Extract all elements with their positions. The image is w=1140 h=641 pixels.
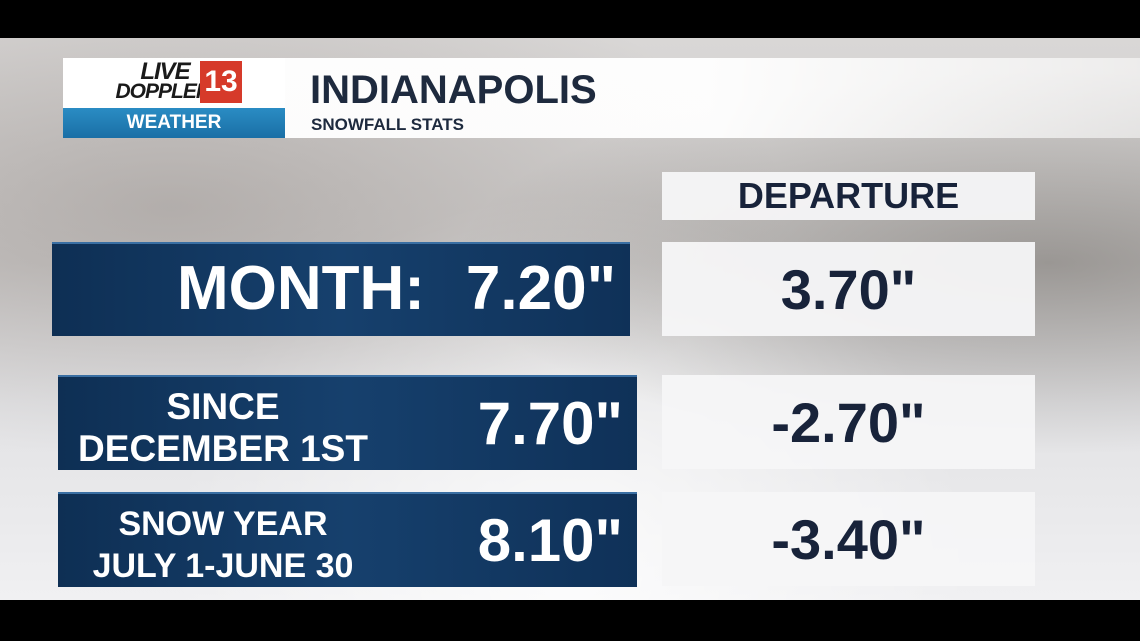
column-header: DEPARTURE [662,172,1035,220]
stat-value: 8.10" [477,507,623,574]
stat-label: MONTH: [177,254,425,323]
logo-live: LIVE [140,58,190,85]
subtitle: SNOWFALL STATS [311,115,464,134]
stat-value: 7.20" [465,254,616,323]
stat-label: JULY 1-JUNE 30 [92,547,354,585]
departure: 3.70" [662,242,1035,336]
stat-box: 7.20" MONTH: [52,242,630,336]
departure: -3.40" [662,492,1035,586]
logo-channel: 13 [200,61,242,103]
logo [63,58,285,108]
stat-box: SNOW YEAR JULY 1-JUNE 30 8.10" [58,492,637,587]
stat-label: SINCE [166,386,280,427]
logo-label: WEATHER [63,108,285,138]
title: INDIANAPOLIS [310,68,597,112]
departure: -2.70" [662,375,1035,469]
stat-label: DECEMBER 1ST [78,428,368,469]
logo-doppler: DOPPLER [115,80,211,103]
stat-value: 7.70" [477,390,623,457]
stat-label: SNOW YEAR [118,505,328,543]
stat-box: SINCE DECEMBER 1ST 7.70" [58,375,637,470]
